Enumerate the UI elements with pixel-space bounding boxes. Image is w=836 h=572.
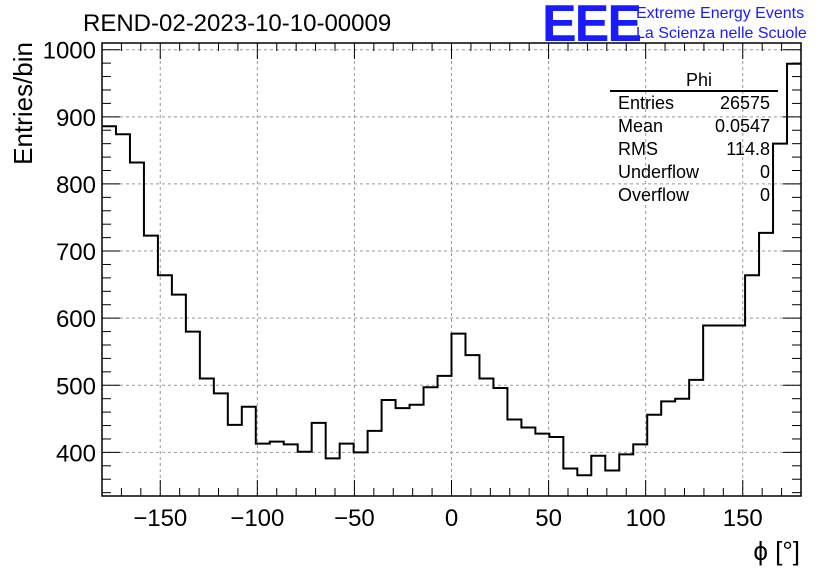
x-tick-label: −100 (230, 505, 284, 532)
stats-value: 0 (759, 162, 770, 182)
x-tick-labels: −150 −100 −50 0 50 100 150 (133, 505, 763, 532)
stats-box: Phi Entries 26575 Mean 0.0547 RMS 114.8 … (610, 70, 778, 207)
y-tick-labels: 400 500 600 700 800 900 1000 (43, 38, 96, 468)
x-tick-label: −50 (334, 505, 375, 532)
stats-label: RMS (618, 139, 658, 159)
stats-row-entries: Entries 26575 (610, 92, 778, 115)
axis-ticks (101, 43, 802, 496)
stats-value: 0 (759, 185, 770, 205)
eee-logo-text: Extreme Energy Events La Scienza nelle S… (636, 4, 807, 44)
stats-divider (610, 90, 778, 92)
logo-line-2: La Scienza nelle Scuole (636, 25, 807, 42)
histogram-bins (102, 62, 801, 477)
x-tick-label: 100 (626, 505, 666, 532)
x-tick-label: 0 (445, 505, 458, 532)
chart-title: REND-02-2023-10-10-00009 (83, 10, 392, 37)
y-tick-label: 1000 (43, 38, 96, 65)
stats-value: 0.0547 (714, 116, 770, 136)
x-tick-label: 50 (535, 505, 562, 532)
y-tick-label: 400 (56, 440, 96, 467)
stats-value: 26575 (719, 93, 770, 113)
stats-title: Phi (685, 70, 712, 90)
x-tick-label: −150 (133, 505, 187, 532)
x-axis-label: ϕ [°] (753, 536, 800, 566)
eee-logo-mark: EEE (542, 0, 642, 53)
stats-row-overflow: Overflow 0 (610, 184, 778, 207)
y-axis-label: Entries/bin (8, 42, 38, 165)
stats-label: Entries (618, 93, 675, 113)
y-tick-label: 800 (56, 172, 96, 199)
stats-label: Underflow (618, 162, 700, 182)
logo-line-1: Extreme Energy Events (636, 5, 805, 22)
stats-label: Overflow (618, 185, 690, 205)
histogram-line (102, 62, 801, 477)
stats-row-underflow: Underflow 0 (610, 161, 778, 184)
stats-row-mean: Mean 0.0547 (610, 115, 778, 138)
y-tick-label: 900 (56, 105, 96, 132)
x-tick-label: 150 (723, 505, 763, 532)
stats-row-rms: RMS 114.8 (610, 138, 778, 161)
stats-label: Mean (618, 116, 664, 136)
y-tick-label: 600 (56, 306, 96, 333)
stats-value: 114.8 (726, 139, 770, 159)
y-tick-label: 700 (56, 239, 96, 266)
y-tick-label: 500 (56, 373, 96, 400)
